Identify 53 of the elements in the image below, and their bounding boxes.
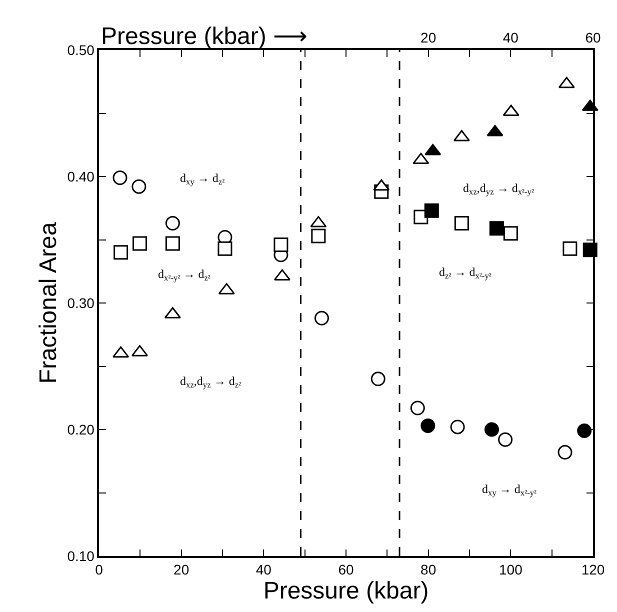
point [112, 346, 130, 358]
annotation: d$_{xz}$,d$_{yz}$ → d$_{z²}$ [180, 374, 242, 390]
y-tick-label: 0.30 [67, 294, 95, 311]
point [558, 76, 575, 88]
x2-axis-title: Pressure (kbar) ⟶ [101, 23, 308, 50]
x-tick-label: 60 [338, 562, 354, 578]
x-tick-label: 0 [95, 562, 104, 578]
annotation: d$_{z²}$ → d$_{x²-y²}$ [439, 265, 492, 281]
point [112, 170, 128, 186]
y-axis-title: Fractional Area [34, 222, 62, 384]
point [486, 124, 504, 136]
y-tick-label: 0.50 [67, 42, 95, 58]
x-tick-label: 120 [581, 562, 605, 578]
y-tick-label: 0.10 [67, 548, 95, 564]
point [489, 221, 504, 236]
point [165, 216, 180, 231]
x-tick-label: 20 [174, 562, 190, 578]
point [484, 422, 499, 437]
x-tick-label: 100 [498, 562, 523, 578]
point [420, 418, 436, 433]
point [274, 238, 288, 252]
x-tick-label: 80 [420, 562, 436, 578]
point [370, 372, 386, 386]
point [498, 432, 513, 447]
point [503, 226, 518, 241]
y-tick-label: 0.40 [67, 168, 95, 184]
point [311, 228, 326, 244]
point [218, 241, 232, 256]
x2-tick-label: 40 [502, 30, 519, 46]
annotation: d$_{xy}$ → d$_{z²}$ [180, 171, 226, 187]
x2-tick-label: 60 [585, 30, 601, 46]
point [132, 236, 147, 251]
y-tick-label: 0.20 [67, 421, 95, 438]
point [132, 179, 146, 194]
point [424, 144, 442, 156]
point [577, 424, 592, 438]
point [562, 241, 578, 256]
point [373, 179, 390, 191]
x-tick-label: 40 [256, 562, 272, 578]
point [412, 152, 430, 164]
point [114, 245, 128, 260]
point [450, 420, 465, 434]
annotation: d$_{x²-y²}$ → d$_{z²}$ [158, 267, 211, 283]
point [410, 400, 425, 416]
annotation: d$_{xy}$ → d$_{x²-y²}$ [482, 482, 538, 498]
point [454, 216, 469, 231]
annotation: d$_{xz}$,d$_{yz}$ → d$_{x²-y²}$ [463, 181, 534, 197]
x-axis-title: Pressure (kbar) [263, 578, 429, 605]
point [424, 203, 439, 218]
point [558, 445, 572, 460]
point [165, 236, 180, 251]
point [314, 310, 329, 326]
x2-tick-label: 20 [420, 30, 436, 46]
